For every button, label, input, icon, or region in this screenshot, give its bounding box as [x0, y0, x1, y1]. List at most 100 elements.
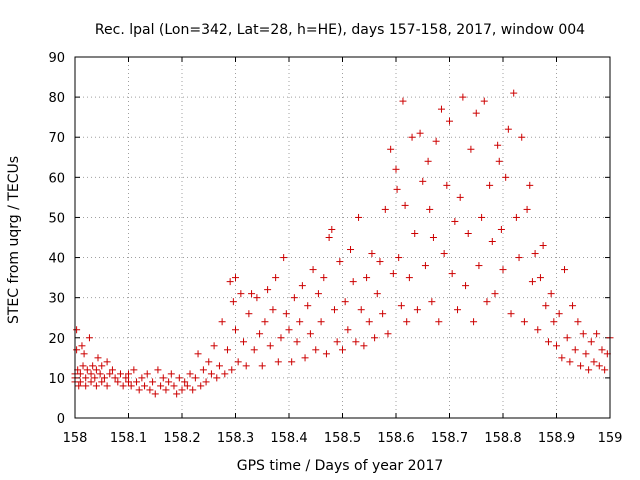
data-point	[371, 334, 379, 342]
data-point	[205, 358, 213, 366]
data-point	[116, 370, 124, 378]
data-point	[314, 290, 322, 298]
data-point	[167, 370, 175, 378]
data-point	[563, 334, 571, 342]
y-tick-label: 80	[48, 91, 65, 106]
data-point	[536, 274, 544, 282]
plot-frame	[74, 56, 611, 419]
data-point	[320, 274, 328, 282]
data-point	[408, 133, 416, 141]
y-axis-label: STEC from uqrg / TECUs	[6, 156, 22, 324]
data-point	[401, 201, 409, 209]
data-point	[82, 382, 90, 390]
data-point	[92, 382, 100, 390]
data-point	[363, 274, 371, 282]
data-point	[125, 378, 132, 386]
data-point	[157, 382, 165, 390]
data-point	[399, 97, 407, 105]
data-point	[191, 374, 199, 382]
data-point	[154, 366, 162, 374]
data-point	[577, 362, 585, 370]
data-point	[480, 97, 488, 105]
data-point	[317, 318, 325, 326]
data-point	[322, 350, 330, 358]
data-point	[462, 282, 470, 290]
data-point	[80, 350, 88, 358]
data-point	[454, 306, 462, 314]
data-point	[325, 234, 333, 241]
data-point	[504, 125, 512, 133]
data-point	[149, 378, 157, 386]
data-point	[491, 290, 499, 298]
data-point	[416, 129, 424, 137]
data-point	[510, 89, 518, 97]
data-point	[344, 326, 352, 334]
x-tick-label: 158.5	[324, 431, 361, 446]
data-point	[486, 181, 494, 189]
data-point	[464, 229, 472, 237]
data-point	[277, 334, 285, 342]
data-point	[290, 294, 298, 302]
data-point	[397, 302, 405, 310]
x-tick-label: 158.8	[484, 431, 521, 446]
data-point	[518, 133, 526, 141]
data-point	[79, 362, 87, 370]
data-point	[306, 330, 314, 338]
data-point	[76, 378, 84, 386]
data-point	[234, 358, 242, 366]
y-tick-label: 10	[48, 372, 65, 387]
data-point	[293, 338, 301, 346]
data-point	[470, 318, 478, 326]
data-point	[405, 274, 413, 282]
data-point	[429, 234, 437, 241]
data-point	[159, 374, 167, 382]
data-point	[590, 358, 598, 366]
x-tick-label: 159	[598, 431, 623, 446]
data-point	[296, 318, 304, 326]
data-point	[349, 278, 357, 286]
data-point	[413, 306, 421, 314]
data-point	[73, 326, 81, 334]
data-point	[437, 105, 445, 113]
data-point	[373, 290, 381, 298]
data-point	[459, 93, 467, 101]
data-point	[221, 370, 229, 378]
data-point	[226, 278, 234, 286]
data-point	[432, 137, 440, 145]
data-point	[598, 346, 606, 354]
data-point	[189, 386, 197, 394]
data-point	[130, 366, 138, 374]
data-point	[488, 238, 496, 246]
data-point	[336, 258, 344, 266]
data-point	[175, 374, 183, 382]
data-point	[162, 386, 170, 394]
data-point	[202, 378, 210, 386]
data-point	[170, 382, 178, 390]
data-point	[301, 354, 309, 362]
data-point	[443, 181, 451, 189]
data-point	[261, 318, 269, 326]
data-point	[285, 326, 293, 334]
data-point	[151, 390, 159, 398]
data-point	[186, 370, 194, 378]
data-point	[352, 338, 360, 346]
data-point	[392, 165, 400, 173]
data-point	[341, 298, 349, 306]
data-point	[495, 157, 503, 165]
data-point	[497, 225, 505, 233]
data-point	[298, 282, 306, 290]
data-point	[181, 378, 189, 386]
data-point	[544, 338, 552, 346]
data-point	[106, 370, 114, 378]
data-point	[368, 250, 376, 258]
data-point	[502, 173, 510, 181]
chart-title: Rec. lpal (Lon=342, Lat=28, h=HE), days …	[95, 22, 585, 38]
data-point	[328, 225, 336, 233]
data-point	[515, 254, 523, 262]
data-point	[384, 330, 392, 338]
data-point	[240, 338, 248, 346]
data-point	[245, 310, 253, 318]
data-point	[248, 290, 256, 298]
data-point	[411, 229, 419, 237]
data-point	[419, 177, 427, 185]
